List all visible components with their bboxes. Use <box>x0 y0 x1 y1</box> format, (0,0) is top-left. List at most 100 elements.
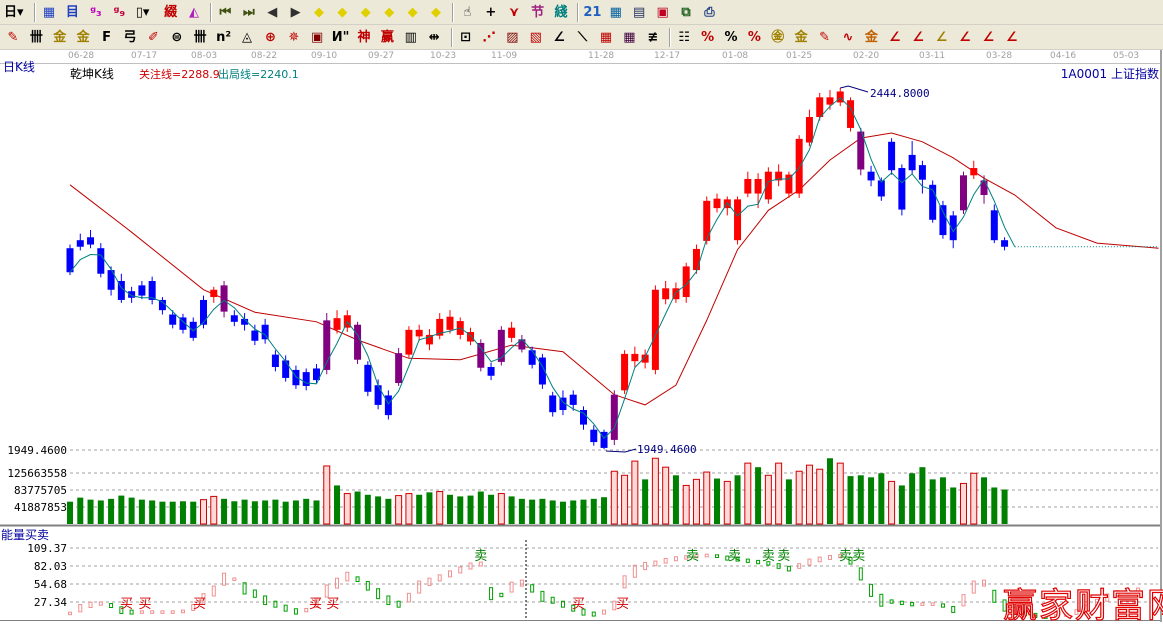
fan-icon[interactable]: ⋰ <box>482 30 496 45</box>
indicator-box <box>1074 609 1079 615</box>
line-draw-icon[interactable]: ⋎ <box>508 5 520 20</box>
gold-bar-icon[interactable]: 金 <box>864 30 878 45</box>
gann-fan-icon[interactable]: ▧ <box>529 30 542 45</box>
move-left-icon[interactable]: ◆ <box>314 5 324 20</box>
save-icon[interactable]: ▣ <box>656 5 669 20</box>
date-label: 01-08 <box>722 51 749 61</box>
circle-icon[interactable]: ⊜ <box>171 30 183 45</box>
slash-icon[interactable]: ⟍ <box>578 30 588 45</box>
angle-icon[interactable]: ∠ <box>553 30 566 45</box>
stock-overlay-icon[interactable]: 綴 <box>164 5 178 20</box>
move-right-icon[interactable]: ◆ <box>337 5 348 20</box>
gold-split-icon[interactable]: 金 <box>53 30 67 45</box>
zoom-in-icon[interactable]: ◆ <box>407 5 418 20</box>
gold-circle-icon[interactable]: ㊎ <box>771 30 785 45</box>
volume-bar <box>580 499 587 524</box>
candle-body <box>764 171 772 200</box>
angle-gold-icon[interactable]: ∠ <box>935 30 948 45</box>
volume-bar <box>190 501 197 524</box>
stats-icon[interactable]: 綫 <box>554 5 568 20</box>
scroll-right-icon[interactable]: ▶ <box>290 5 301 20</box>
section-icon[interactable]: 节 <box>531 5 545 20</box>
fibonacci-icon[interactable]: F <box>102 30 112 45</box>
cycle-lines-icon[interactable]: 卌 <box>193 30 207 45</box>
volume-bar <box>610 470 618 525</box>
sine-icon[interactable]: ∿ <box>842 30 854 45</box>
angle-shen-icon[interactable]: ∠ <box>959 30 971 45</box>
candle <box>600 429 608 450</box>
candle <box>282 355 290 382</box>
indicator-name: 乾坤K线 <box>70 67 114 81</box>
indicator-box <box>427 577 432 586</box>
spiral-icon[interactable]: 弓 <box>123 30 137 45</box>
angle-four-icon[interactable]: ∠ <box>1005 30 1018 45</box>
zoom-out-icon[interactable]: ◆ <box>431 5 441 20</box>
speed-lines-icon[interactable]: ≢ <box>647 30 659 45</box>
angle-win-icon[interactable]: ∠ <box>982 30 995 45</box>
wave-icon[interactable]: И" <box>331 30 350 45</box>
indicator-9-icon[interactable]: ᵍ₉ <box>113 5 126 20</box>
candle-body <box>682 266 690 298</box>
watermark: 赢家财富网 <box>1002 585 1163 626</box>
grid-icon[interactable]: ▦ <box>599 30 613 45</box>
gold-split2-icon[interactable]: 金 <box>76 30 90 45</box>
hand-icon[interactable]: ☝ <box>463 5 472 20</box>
calendar-icon[interactable]: 21 <box>583 5 602 20</box>
indicator-box <box>191 604 196 611</box>
rectangle-icon[interactable]: ⊡ <box>460 30 472 45</box>
star-icon[interactable]: ✵ <box>288 30 300 45</box>
gold-lines-icon[interactable]: 金 <box>794 30 808 45</box>
flag-icon[interactable]: ◭ <box>189 5 199 20</box>
candle-body <box>477 342 485 368</box>
measure-icon[interactable]: ⇹ <box>428 30 440 45</box>
first-page-icon[interactable]: ⏮ <box>219 5 232 20</box>
candle-type-dropdown[interactable]: ▯▾ <box>135 5 150 20</box>
shrink-icon[interactable]: ◆ <box>384 5 395 20</box>
kline-chart[interactable]: 2444.80001949.4600 买买买买买买买卖卖卖卖卖卖卖 1949.4… <box>0 50 1163 622</box>
candle-body <box>251 330 259 341</box>
grid2-icon[interactable]: ▦ <box>623 30 636 45</box>
square-lines-icon[interactable]: n² <box>216 30 232 45</box>
angle-j-icon[interactable]: ∠ <box>888 30 901 45</box>
period-label[interactable]: 日K线 <box>3 60 35 74</box>
percent-icon[interactable]: % <box>724 30 738 45</box>
network-icon[interactable]: ⧉ <box>681 5 691 20</box>
volume-bar <box>703 471 711 525</box>
candle-body <box>641 354 649 363</box>
volume-bar <box>795 470 803 525</box>
target-icon[interactable]: ⊕ <box>264 30 276 45</box>
expand-icon[interactable]: ◆ <box>360 5 371 20</box>
period-dropdown[interactable]: 日▾ <box>4 5 24 20</box>
indicator-title[interactable]: 能量买卖 <box>1 528 50 542</box>
box-icon[interactable]: ▣ <box>311 30 324 45</box>
scroll-left-icon[interactable]: ◀ <box>267 5 278 20</box>
last-page-icon[interactable]: ⏭ <box>242 5 255 20</box>
angle-f-icon[interactable]: ∠ <box>912 30 925 45</box>
toolbar-separator <box>34 3 36 22</box>
tool-pen-icon[interactable]: ✎ <box>819 30 831 45</box>
notes-icon[interactable]: ▤ <box>633 5 646 20</box>
percent-line-icon[interactable]: % <box>701 30 715 45</box>
print-icon[interactable]: ⎙ <box>704 5 715 20</box>
indicator-3-icon[interactable]: ᵍ₃ <box>89 5 102 20</box>
win-icon[interactable]: 赢 <box>380 30 394 45</box>
pen-icon[interactable]: ✎ <box>7 30 19 45</box>
calculator-icon[interactable]: ▦ <box>609 5 622 20</box>
indicator-box <box>119 606 124 614</box>
candle-body <box>354 324 362 360</box>
marker-icon[interactable]: ✐ <box>147 30 159 45</box>
parallel-lines-icon[interactable]: 卌 <box>29 30 43 45</box>
chart-style-icon[interactable]: ▦ <box>42 5 56 20</box>
candle <box>395 348 403 386</box>
crosshair-icon[interactable]: + <box>485 5 497 20</box>
ruler-icon[interactable]: ▥ <box>404 30 417 45</box>
candle-body <box>436 318 444 336</box>
qiankun-icon[interactable]: 神 <box>357 30 371 45</box>
gann-box-icon[interactable]: ▨ <box>506 30 519 45</box>
indicator-box <box>109 603 114 609</box>
info-icon[interactable]: 目 <box>65 5 79 20</box>
percent-lines-icon[interactable]: % <box>747 30 761 45</box>
table-icon[interactable]: ☷ <box>678 30 691 45</box>
indicator-axis-label: 82.03 <box>34 560 67 573</box>
triangle-icon[interactable]: ◬ <box>242 30 252 45</box>
